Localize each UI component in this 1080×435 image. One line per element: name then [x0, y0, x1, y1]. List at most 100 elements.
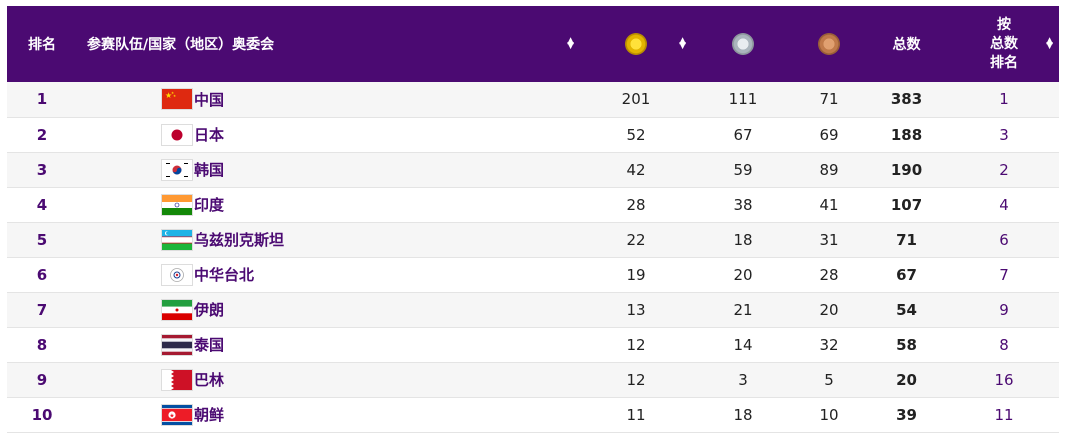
- korea-flag-icon: [162, 159, 192, 180]
- silver-count: 18: [733, 230, 753, 249]
- table-row: 8 泰国 12 14 32 58 8: [7, 327, 1059, 362]
- total-rank-cell: 6: [999, 230, 1009, 249]
- rank-cell: 3: [36, 160, 48, 179]
- team-header-label: 参赛队伍/国家（地区）奥委会: [87, 37, 275, 53]
- gold-count: 13: [626, 300, 646, 319]
- team-link[interactable]: 乌兹别克斯坦: [194, 231, 285, 249]
- gold-count: 11: [626, 405, 646, 424]
- bronze-count: 28: [819, 265, 839, 284]
- silver-count: 20: [733, 265, 753, 284]
- sort-icon[interactable]: ▲ ▼: [567, 36, 574, 51]
- bronze-count: 31: [819, 230, 839, 249]
- bronze-count: 20: [819, 300, 839, 319]
- gold-count: 201: [621, 90, 651, 109]
- total-count: 190: [890, 160, 923, 179]
- team-link[interactable]: 朝鲜: [194, 406, 225, 424]
- team-cell: 印度: [77, 187, 580, 222]
- total-header: 总数: [864, 6, 949, 82]
- svg-text:★: ★: [169, 412, 174, 419]
- total-rank-cell: 8: [999, 335, 1009, 354]
- gold-count: 52: [626, 125, 646, 144]
- total-rank-cell: 2: [999, 160, 1009, 179]
- total-rank-cell: 16: [994, 370, 1014, 389]
- rank-cell: 2: [36, 125, 48, 144]
- rank-cell: 4: [36, 195, 48, 214]
- rank-cell: 5: [36, 230, 48, 249]
- rank-cell: 7: [36, 300, 48, 319]
- silver-count: 59: [733, 160, 753, 179]
- team-link[interactable]: 日本: [194, 126, 225, 144]
- rank-cell: 8: [36, 335, 48, 354]
- total-rank-cell: 11: [994, 405, 1014, 424]
- silver-count: 67: [733, 125, 753, 144]
- table-row: 4 印度 28 38 41 107 4: [7, 187, 1059, 222]
- india-flag-icon: [162, 194, 192, 215]
- bronze-count: 71: [819, 90, 839, 109]
- gold-count: 12: [626, 370, 646, 389]
- gold-medal-icon: [625, 33, 647, 55]
- bronze-count: 89: [819, 160, 839, 179]
- team-cell: 日本: [77, 117, 580, 152]
- team-link[interactable]: 印度: [194, 196, 225, 214]
- team-link[interactable]: 中华台北: [194, 266, 255, 284]
- gold-count: 12: [626, 335, 646, 354]
- bronze-count: 41: [819, 195, 839, 214]
- total-count: 71: [896, 230, 917, 249]
- total-count: 54: [896, 300, 917, 319]
- total-rank-cell: 3: [999, 125, 1009, 144]
- bahrain-flag-icon: [162, 369, 192, 390]
- silver-count: 111: [728, 90, 758, 109]
- gold-header[interactable]: ▲ ▼: [580, 6, 692, 82]
- rank-cell: 6: [36, 265, 48, 284]
- total-count: 39: [896, 405, 917, 424]
- team-link[interactable]: 巴林: [194, 371, 225, 389]
- team-cell: 伊朗: [77, 292, 580, 327]
- sort-icon[interactable]: ▲ ▼: [679, 36, 686, 51]
- gold-count: 28: [626, 195, 646, 214]
- bronze-count: 69: [819, 125, 839, 144]
- team-link[interactable]: 泰国: [194, 336, 225, 354]
- team-header[interactable]: 参赛队伍/国家（地区）奥委会 ▲ ▼: [77, 6, 580, 82]
- total-count: 67: [896, 265, 917, 284]
- silver-count: 38: [733, 195, 753, 214]
- bronze-count: 5: [824, 370, 834, 389]
- bronze-medal-icon: [818, 33, 840, 55]
- table-row: 1 ★ ★ ★ 中国 201 111 71 383 1: [7, 82, 1059, 117]
- team-link[interactable]: 伊朗: [194, 301, 225, 319]
- total-rank-header[interactable]: 按 总数 排名 ▲ ▼: [949, 6, 1059, 82]
- rank-header-label: 排名: [28, 37, 56, 53]
- silver-count: 21: [733, 300, 753, 319]
- rank-header: 排名: [7, 6, 77, 82]
- total-count: 107: [890, 195, 923, 214]
- table-row: 3 韩国 42 59 89 190 2: [7, 152, 1059, 187]
- silver-medal-icon: [732, 33, 754, 55]
- silver-count: 18: [733, 405, 753, 424]
- total-rank-header-line: 总数: [990, 35, 1018, 52]
- svg-text:★: ★: [165, 91, 172, 100]
- silver-count: 3: [738, 370, 748, 389]
- table-row: 9 巴林 12 3 5 20 16: [7, 362, 1059, 397]
- total-rank-cell: 9: [999, 300, 1009, 319]
- japan-flag-icon: [162, 124, 192, 145]
- table-row: 5 乌兹别克斯坦 22 18 31 71 6: [7, 222, 1059, 257]
- rank-cell: 9: [36, 370, 48, 389]
- total-count: 188: [890, 125, 923, 144]
- uzbekistan-flag-icon: [162, 229, 192, 250]
- north-korea-flag-icon: ★: [162, 404, 192, 425]
- team-link[interactable]: 中国: [194, 90, 225, 109]
- table-body: 1 ★ ★ ★ 中国 201 111 71 383 1 2 日本 52 67 69 188 3 3 韩国 42 59 89…: [7, 82, 1059, 432]
- team-cell: 韩国: [77, 152, 580, 187]
- china-flag-icon: ★ ★ ★: [162, 89, 192, 110]
- gold-count: 19: [626, 265, 646, 284]
- bronze-count: 32: [819, 335, 839, 354]
- svg-text:★: ★: [173, 94, 176, 98]
- bronze-count: 10: [819, 405, 839, 424]
- table-row: 10 ★ 朝鲜 11 18 10 39 11: [7, 397, 1059, 432]
- team-link[interactable]: 韩国: [194, 161, 225, 179]
- team-cell: ★ 朝鲜: [77, 397, 580, 432]
- sort-icon[interactable]: ▲ ▼: [1046, 36, 1053, 51]
- team-cell: 中华台北: [77, 257, 580, 292]
- iran-flag-icon: [162, 299, 192, 320]
- thailand-flag-icon: [162, 334, 192, 355]
- bronze-header: [794, 6, 864, 82]
